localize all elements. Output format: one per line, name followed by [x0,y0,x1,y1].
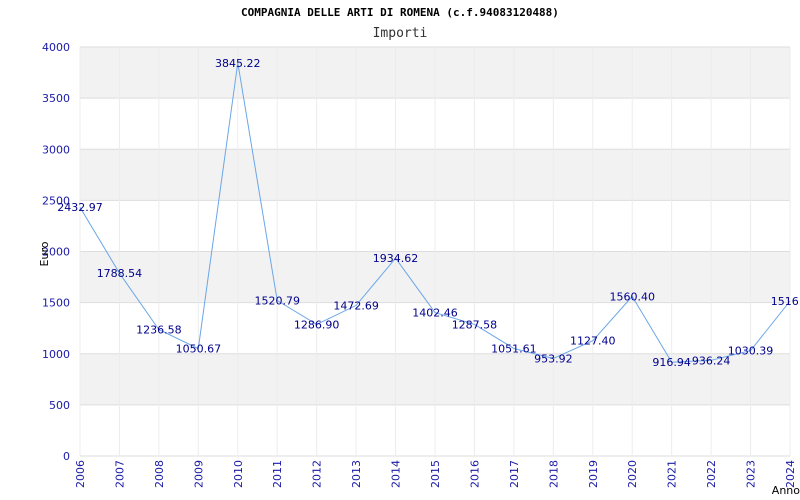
x-tick-label-2015: 2015 [429,460,442,488]
data-label-2024: 1516.2 [771,295,800,308]
x-tick-label-2019: 2019 [587,460,600,488]
x-tick-label-2020: 2020 [626,460,639,488]
data-label-2014: 1934.62 [373,252,419,265]
x-tick-label-2008: 2008 [153,460,166,488]
x-tick-label-2006: 2006 [74,460,87,488]
x-tick-label-2009: 2009 [192,460,205,488]
data-label-2008: 1236.58 [136,324,182,337]
x-tick-label-2013: 2013 [350,460,363,488]
data-label-2022: 936.24 [692,354,731,367]
data-label-2006: 2432.97 [57,201,103,214]
data-label-2020: 1560.40 [609,290,655,303]
data-label-2017: 1051.61 [491,342,537,355]
y-axis-label: Euro [38,241,51,266]
x-tick-label-2010: 2010 [232,460,245,488]
chart-subtitle: Importi [373,26,428,41]
chart-title: COMPAGNIA DELLE ARTI DI ROMENA (c.f.9408… [241,6,559,19]
data-label-2023: 1030.39 [728,345,774,358]
data-label-2013: 1472.69 [333,299,379,312]
data-label-2011: 1520.79 [254,294,300,307]
x-tick-label-2018: 2018 [547,460,560,488]
data-labels: 2432.97 1788.54 1236.58 1050.67 3845.22 1520.… [57,57,800,369]
x-tick-label-2011: 2011 [271,460,284,488]
y-tick-label-4000: 4000 [42,41,70,54]
data-label-2019: 1127.40 [570,335,616,348]
data-label-2009: 1050.67 [176,343,222,356]
data-label-2018: 953.92 [534,352,573,365]
gridlines [79,46,791,457]
data-label-2010: 3845.22 [215,57,261,70]
y-tick-label-500: 500 [49,399,70,412]
x-tick-label-2014: 2014 [390,460,403,488]
x-tick-label-2017: 2017 [508,460,521,488]
x-tick-label-2007: 2007 [113,460,126,488]
y-axis-ticks: 0 500 1000 1500 2000 2500 3000 3500 4000 [42,41,70,463]
x-tick-label-2023: 2023 [745,460,758,488]
x-tick-label-2024: 2024 [784,460,797,488]
data-label-2015: 1402.46 [412,307,458,320]
x-axis-ticks: 2006 2007 2008 2009 2010 2011 2012 2013 2014 2015… [74,460,797,488]
y-tick-label-1500: 1500 [42,297,70,310]
x-axis-label: Anno [772,484,800,497]
data-label-2016: 1287.58 [452,318,498,331]
x-tick-label-2022: 2022 [705,460,718,488]
y-tick-label-0: 0 [63,450,70,463]
x-tick-label-2016: 2016 [468,460,481,488]
y-tick-label-2500: 2500 [42,194,70,207]
data-label-2012: 1286.90 [294,318,340,331]
x-tick-label-2012: 2012 [311,460,324,488]
data-label-2007: 1788.54 [97,267,143,280]
y-tick-label-2000: 2000 [42,246,70,259]
y-tick-label-1000: 1000 [42,348,70,361]
x-tick-label-2021: 2021 [666,460,679,488]
data-label-2021: 916.94 [652,356,691,369]
y-tick-label-3500: 3500 [42,92,70,105]
y-tick-label-3000: 3000 [42,143,70,156]
series-line [79,62,791,363]
